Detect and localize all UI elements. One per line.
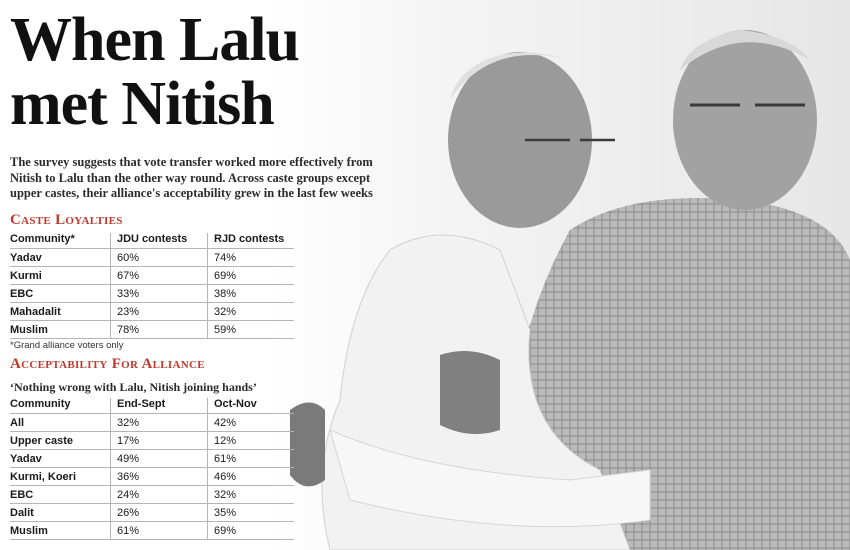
value-cell: 32% xyxy=(207,485,294,504)
table-row: Mahadalit 23% 32% xyxy=(10,302,294,321)
value-cell: 23% xyxy=(110,302,208,321)
value-cell: 61% xyxy=(207,449,294,468)
table-row: Upper caste 17% 12% xyxy=(10,431,294,450)
value-cell: 69% xyxy=(207,266,294,285)
table-row: Muslim 78% 59% xyxy=(10,320,294,339)
value-cell: 38% xyxy=(207,284,294,303)
column-header: Community xyxy=(10,398,111,414)
value-cell: 17% xyxy=(110,431,208,450)
column-header: RJD contests xyxy=(207,233,294,249)
left-hand xyxy=(290,402,325,487)
right-figure-body xyxy=(500,198,850,550)
headline-line-1: When Lalu xyxy=(10,6,300,74)
column-header: Community* xyxy=(10,233,111,249)
embrace-photo xyxy=(270,0,850,550)
value-cell: 61% xyxy=(110,521,208,540)
value-cell: 49% xyxy=(110,449,208,468)
community-cell: Yadav xyxy=(10,449,111,468)
caste-loyalties-title: Caste Loyalties xyxy=(10,212,123,228)
table-row: Yadav 60% 74% xyxy=(10,248,294,267)
value-cell: 32% xyxy=(110,413,208,432)
table-row: Dalit 26% 35% xyxy=(10,503,294,522)
caste-loyalties-table: Community* JDU contests RJD contests Yad… xyxy=(10,233,294,339)
value-cell: 59% xyxy=(207,320,294,339)
community-cell: Muslim xyxy=(10,320,111,339)
value-cell: 36% xyxy=(110,467,208,486)
column-header: Oct-Nov xyxy=(207,398,294,414)
embrace-illustration xyxy=(290,30,850,550)
column-header: End-Sept xyxy=(110,398,208,414)
table-header-row: Community* JDU contests RJD contests xyxy=(10,233,294,249)
community-cell: Dalit xyxy=(10,503,111,522)
right-hand xyxy=(440,351,500,434)
value-cell: 60% xyxy=(110,248,208,267)
value-cell: 26% xyxy=(110,503,208,522)
table-row: EBC 24% 32% xyxy=(10,485,294,504)
intro-text: The survey suggests that vote transfer w… xyxy=(10,155,373,200)
column-header: JDU contests xyxy=(110,233,208,249)
acceptability-subtitle: ‘Nothing wrong with Lalu, Nitish joining… xyxy=(10,380,257,394)
acceptability-table: Community End-Sept Oct-Nov All 32% 42% U… xyxy=(10,398,294,540)
value-cell: 35% xyxy=(207,503,294,522)
community-cell: Yadav xyxy=(10,248,111,267)
value-cell: 78% xyxy=(110,320,208,339)
footnote: *Grand alliance voters only xyxy=(10,340,124,351)
community-cell: Upper caste xyxy=(10,431,111,450)
community-cell: Muslim xyxy=(10,521,111,540)
community-cell: EBC xyxy=(10,284,111,303)
headline: When Lalu met Nitish xyxy=(10,6,300,138)
table-row: Muslim 61% 69% xyxy=(10,521,294,540)
table-row: All 32% 42% xyxy=(10,413,294,432)
acceptability-title: Acceptability For Alliance xyxy=(10,356,205,372)
value-cell: 42% xyxy=(207,413,294,432)
value-cell: 33% xyxy=(110,284,208,303)
table-row: Kurmi, Koeri 36% 46% xyxy=(10,467,294,486)
value-cell: 74% xyxy=(207,248,294,267)
value-cell: 32% xyxy=(207,302,294,321)
community-cell: Kurmi, Koeri xyxy=(10,467,111,486)
community-cell: All xyxy=(10,413,111,432)
table-row: Kurmi 67% 69% xyxy=(10,266,294,285)
left-figure-head xyxy=(448,52,592,228)
table-row: EBC 33% 38% xyxy=(10,284,294,303)
headline-line-2: met Nitish xyxy=(10,70,275,138)
right-figure-head xyxy=(673,30,817,210)
value-cell: 46% xyxy=(207,467,294,486)
value-cell: 24% xyxy=(110,485,208,504)
community-cell: Mahadalit xyxy=(10,302,111,321)
community-cell: Kurmi xyxy=(10,266,111,285)
table-header-row: Community End-Sept Oct-Nov xyxy=(10,398,294,414)
value-cell: 67% xyxy=(110,266,208,285)
table-row: Yadav 49% 61% xyxy=(10,449,294,468)
community-cell: EBC xyxy=(10,485,111,504)
value-cell: 69% xyxy=(207,521,294,540)
value-cell: 12% xyxy=(207,431,294,450)
